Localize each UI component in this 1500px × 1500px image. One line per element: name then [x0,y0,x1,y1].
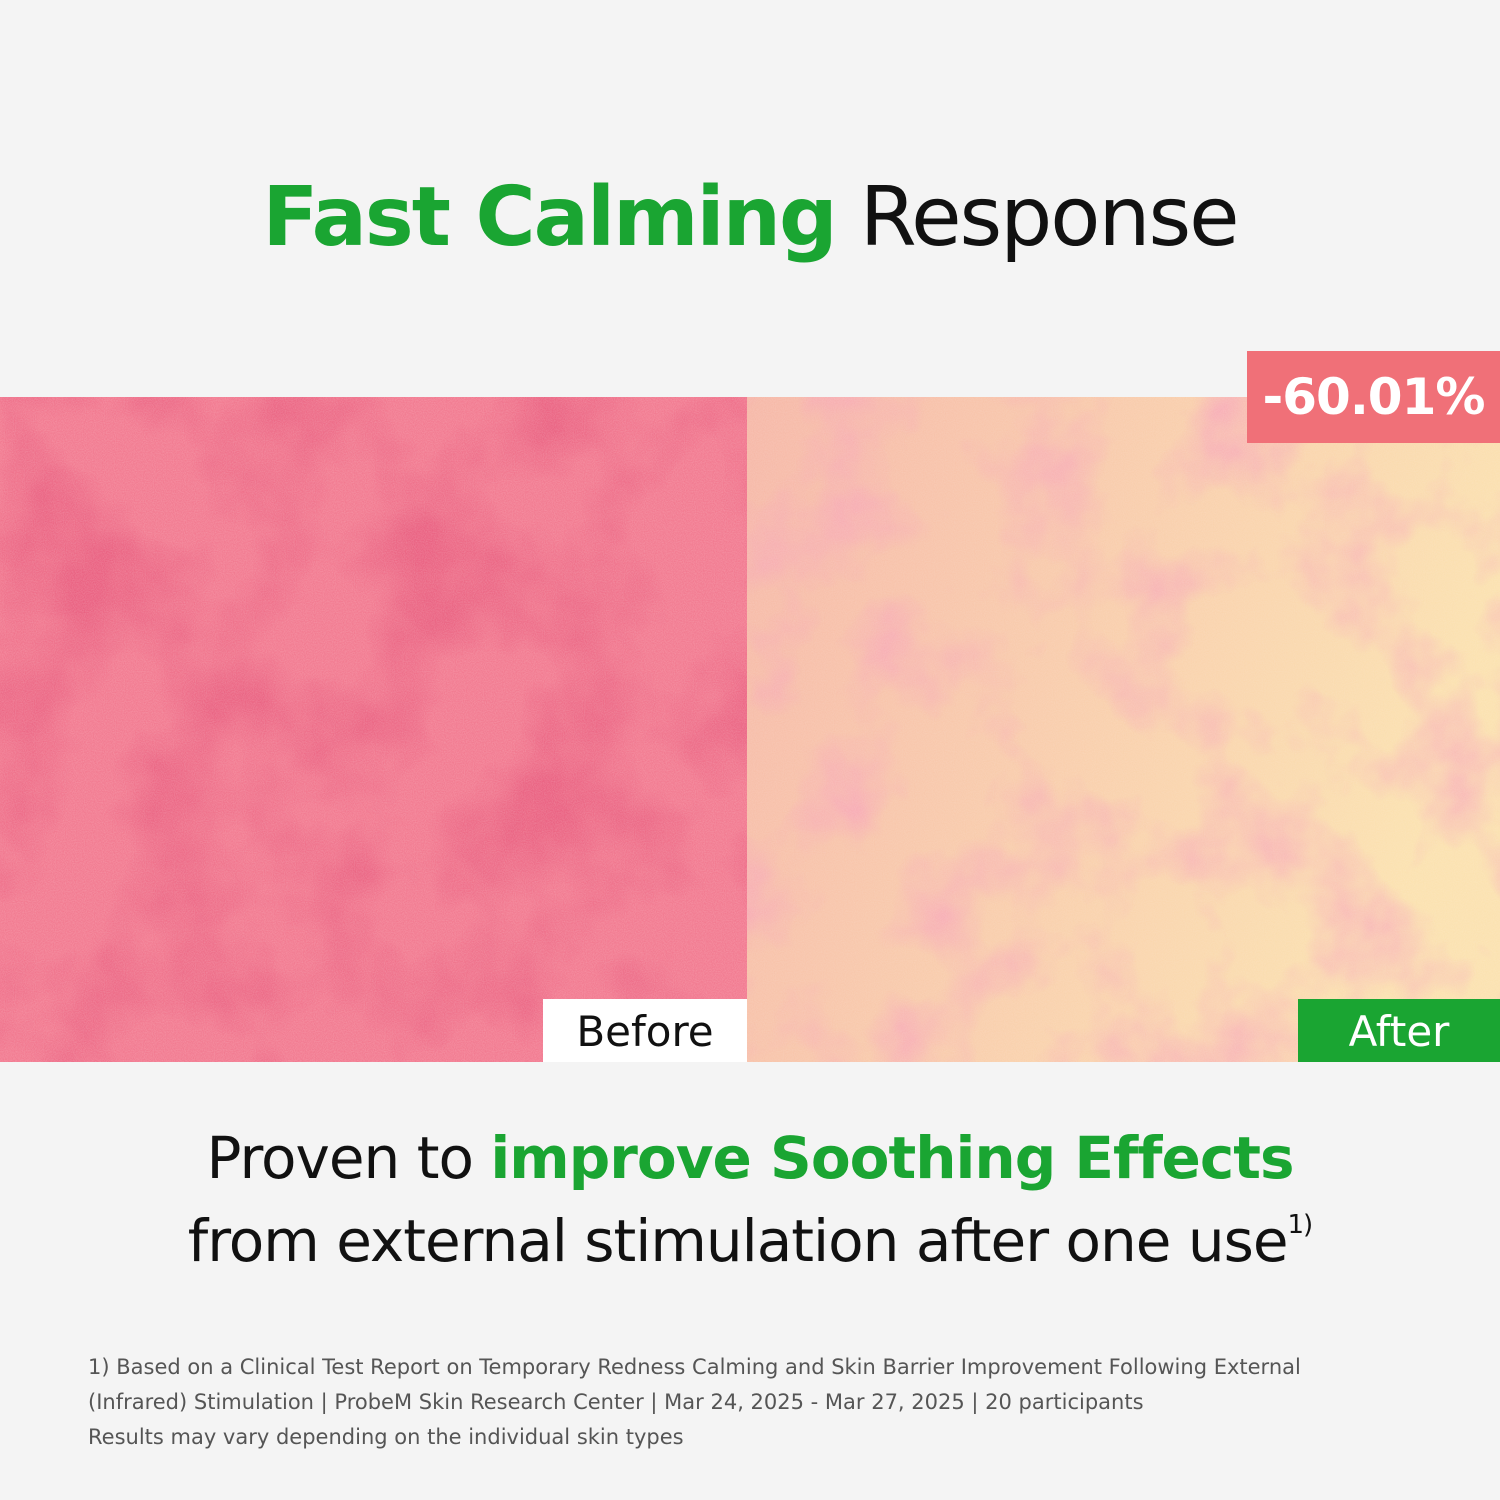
footnote: 1) Based on a Clinical Test Report on Te… [88,1350,1301,1455]
footnote-ref: 1) [1287,1210,1314,1240]
footnote-line: 1) Based on a Clinical Test Report on Te… [88,1355,1301,1379]
footnote-line: Results may vary depending on the indivi… [88,1425,684,1449]
after-image [747,397,1500,1062]
reduction-badge: -60.01% [1247,351,1500,443]
before-image [0,397,747,1062]
headline-plain: Proven to [206,1124,474,1192]
after-label: After [1298,999,1500,1062]
before-label: Before [543,999,747,1062]
title-highlight: Fast Calming [262,170,837,265]
headline-line: Proven to improve Soothing Effects [0,1124,1500,1192]
title: Fast Calming Response [0,170,1500,265]
headline-text: from external stimulation after one use [187,1207,1289,1275]
comparison-images [0,397,1500,1062]
footnote-line: (Infrared) Stimulation | ProbeM Skin Res… [88,1390,1144,1414]
headline-highlight: improve Soothing Effects [490,1124,1294,1192]
title-rest: Response [859,170,1240,265]
headline-line: from external stimulation after one use1… [0,1207,1500,1275]
